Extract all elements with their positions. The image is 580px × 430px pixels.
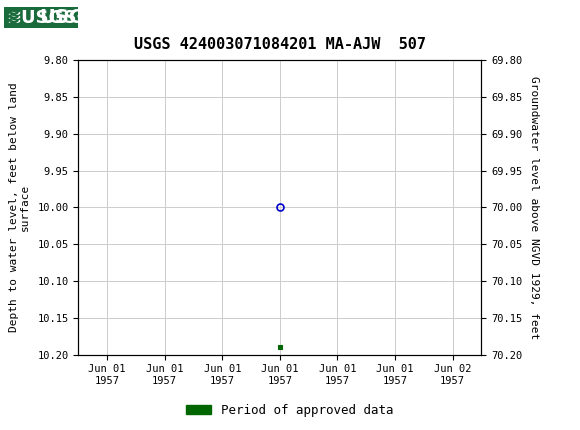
Legend: Period of approved data: Period of approved data: [181, 399, 399, 421]
Bar: [3, 3, 113, 32]
Y-axis label: Depth to water level, feet below land
surface: Depth to water level, feet below land su…: [9, 83, 30, 332]
Title: USGS 424003071084201 MA-AJW  507: USGS 424003071084201 MA-AJW 507: [134, 37, 426, 52]
Text: USGS: USGS: [39, 8, 99, 27]
Y-axis label: Groundwater level above NGVD 1929, feet: Groundwater level above NGVD 1929, feet: [529, 76, 539, 339]
Bar: [3, 3, 35, 32]
Text: ≋: ≋: [4, 8, 20, 27]
Text: ≋USGS: ≋USGS: [6, 9, 77, 27]
